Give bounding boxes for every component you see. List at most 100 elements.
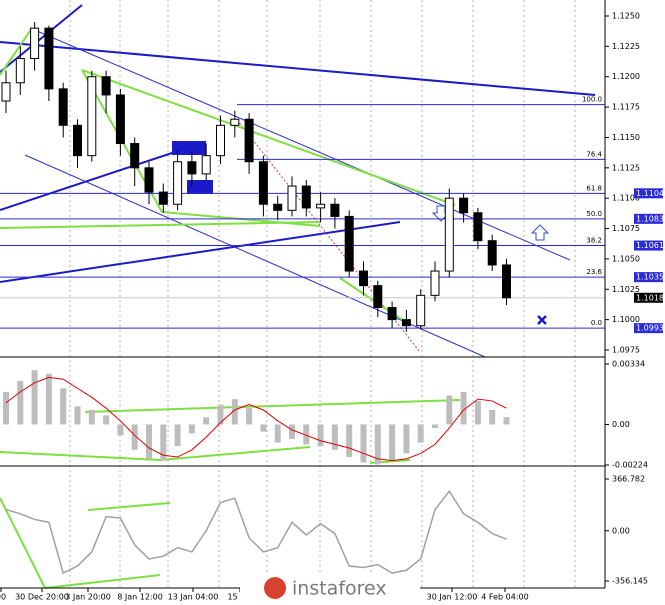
logo bbox=[264, 577, 286, 599]
candle-body bbox=[201, 155, 211, 175]
y-tick-label: 1.1175 bbox=[612, 103, 640, 112]
y-tick-label: 1.1050 bbox=[612, 254, 640, 263]
y-tick-label: -0.00224 bbox=[612, 461, 648, 470]
candle-body bbox=[216, 124, 225, 157]
candle-body bbox=[44, 27, 54, 90]
y-tick-label: 1.1200 bbox=[612, 72, 640, 81]
green-line bbox=[81, 69, 456, 206]
macd-bar bbox=[446, 395, 453, 425]
y-tick-label: 1.1125 bbox=[612, 163, 640, 172]
candle-body bbox=[130, 143, 140, 169]
macd-bar bbox=[460, 391, 467, 425]
x-tick-label: 30 Dec 20:00 bbox=[15, 593, 69, 602]
candle-body bbox=[230, 118, 240, 126]
candle-body bbox=[430, 270, 440, 296]
x-tick-label: 13 Jan 04:00 bbox=[168, 593, 219, 602]
candle-body bbox=[373, 285, 383, 308]
price-tag bbox=[634, 188, 663, 199]
marks: 100.0 76.4 61.8 50.0 38.2 23.6 0.0 bbox=[0, 22, 605, 575]
green-line bbox=[0, 221, 321, 229]
y-tick-label: 1.0975 bbox=[612, 346, 640, 355]
macd-bar bbox=[417, 424, 424, 443]
candle-body bbox=[359, 270, 368, 287]
green-line bbox=[44, 574, 161, 589]
candle-body bbox=[15, 58, 25, 84]
candle-body bbox=[187, 161, 197, 175]
current-price-tag bbox=[634, 292, 663, 303]
price-tag-label: 1.1104 bbox=[636, 189, 664, 198]
price-tag bbox=[634, 272, 663, 283]
y-tick-label: 366.782 bbox=[612, 475, 645, 484]
trend-line bbox=[0, 4, 83, 73]
y-tick-label: 1.1025 bbox=[612, 285, 640, 294]
candle-body bbox=[387, 306, 397, 321]
y-tick-label: 0.00 bbox=[612, 420, 630, 429]
candle-body bbox=[330, 203, 340, 217]
y-tick-label: 1.1250 bbox=[612, 12, 640, 21]
candle-body bbox=[30, 27, 40, 60]
y-tick-label: 0.00334 bbox=[612, 360, 645, 369]
macd-bar bbox=[60, 388, 67, 425]
x-tick-label: 3 Jan 20:00 bbox=[65, 593, 111, 602]
macd-bar bbox=[3, 391, 9, 425]
y-tick-label: 1.1225 bbox=[612, 42, 640, 51]
grid bbox=[69, 0, 576, 588]
fib-label: 50.0 bbox=[586, 210, 602, 218]
candle-body bbox=[258, 161, 268, 205]
candle-body bbox=[158, 191, 168, 205]
trend-line bbox=[0, 41, 596, 96]
macd-bar bbox=[131, 424, 138, 450]
candle-body bbox=[459, 197, 469, 214]
zone-box bbox=[187, 180, 213, 194]
current-price-label: 1.1018 bbox=[636, 293, 664, 302]
candle-body bbox=[58, 88, 68, 126]
y-tick-label: 0.00 bbox=[612, 526, 630, 535]
macd-bar bbox=[389, 424, 396, 461]
macd-bar bbox=[146, 424, 152, 459]
macd-signal bbox=[5, 376, 507, 462]
candle-body bbox=[301, 185, 311, 209]
green-line bbox=[159, 446, 311, 461]
cross-mark bbox=[537, 315, 547, 325]
macd-bar bbox=[331, 424, 338, 450]
macd-bar bbox=[374, 424, 381, 465]
price-tag-label: 1.1035 bbox=[636, 273, 664, 282]
macd-bar bbox=[103, 415, 110, 425]
green-line bbox=[0, 497, 46, 589]
y-tick-label: 1.1075 bbox=[612, 224, 640, 233]
candle-body bbox=[115, 94, 125, 145]
candle-body bbox=[144, 167, 154, 193]
fib-label: 61.8 bbox=[586, 184, 602, 192]
fib-label: 0.0 bbox=[591, 319, 602, 327]
macd-bar bbox=[489, 409, 496, 425]
macd-bar bbox=[231, 399, 238, 425]
macd-bar bbox=[474, 400, 481, 425]
fib-label: 23.6 bbox=[586, 268, 602, 276]
y-tick-label: 1.1000 bbox=[612, 315, 640, 324]
candle-body bbox=[273, 203, 283, 211]
y-tick-label: 1.1100 bbox=[612, 194, 640, 203]
macd-bar bbox=[317, 424, 324, 447]
trend-line bbox=[0, 221, 401, 283]
macd-bar bbox=[174, 424, 181, 447]
candle-body bbox=[473, 212, 483, 242]
y-tick-label: -356.145 bbox=[612, 577, 648, 586]
price-tag-label: 1.0993 bbox=[636, 324, 664, 333]
candle-body bbox=[244, 118, 254, 163]
candle-body bbox=[502, 264, 511, 299]
watermark: instaforex bbox=[240, 574, 420, 605]
candle-body bbox=[101, 76, 111, 96]
x-tick-label: 00 bbox=[0, 593, 6, 602]
macd-bar bbox=[45, 373, 52, 425]
fib-label: 76.4 bbox=[586, 150, 602, 158]
macd-bar bbox=[74, 406, 81, 425]
candle-body bbox=[344, 215, 354, 272]
green-line bbox=[0, 451, 161, 461]
candle-body bbox=[487, 240, 497, 266]
cci-line bbox=[5, 489, 507, 575]
green-line bbox=[84, 399, 461, 413]
macd-bar bbox=[403, 424, 410, 454]
macd-bar bbox=[31, 370, 38, 425]
